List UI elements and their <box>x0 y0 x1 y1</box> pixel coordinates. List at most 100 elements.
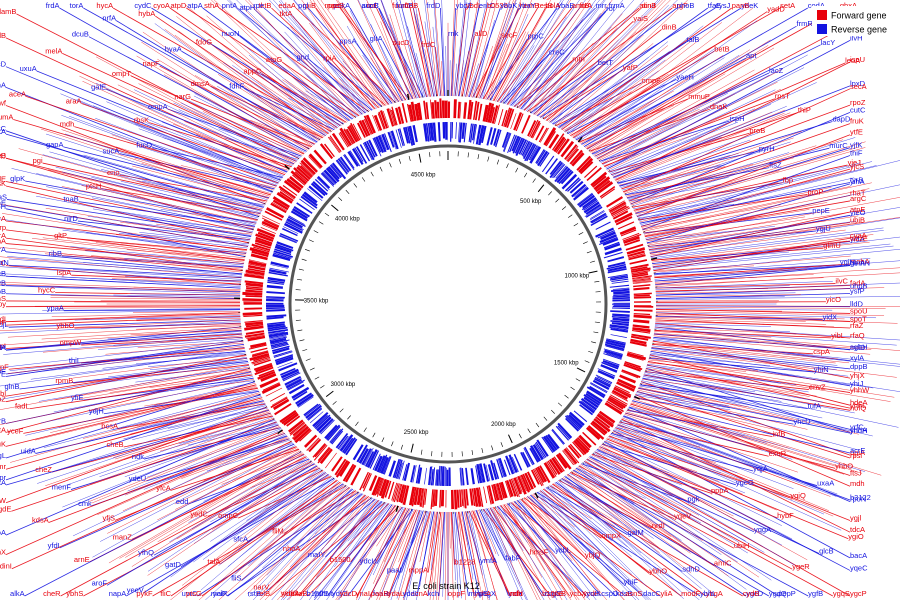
gene-label: yibL <box>831 331 845 340</box>
reverse-gene-block <box>437 122 441 142</box>
gene-label: ybaY <box>519 1 536 10</box>
reverse-gene-block <box>381 133 390 151</box>
forward-gene-block <box>632 280 651 284</box>
forward-gene-block <box>444 100 448 119</box>
gene-spoke <box>339 7 410 100</box>
reverse-gene-block <box>377 135 387 153</box>
gene-label: glcB <box>819 546 834 555</box>
forward-gene-block <box>548 133 560 149</box>
forward-gene-block <box>448 101 451 119</box>
gene-spoke <box>463 511 484 600</box>
forward-gene-block <box>590 171 608 187</box>
gene-spoke <box>83 469 324 597</box>
reverse-gene-block <box>556 167 571 184</box>
forward-gene-block <box>623 364 641 372</box>
gene-spoke <box>642 155 851 231</box>
gene-spoke <box>88 36 307 152</box>
gene-spoke <box>549 34 644 123</box>
gene-spoke <box>555 43 654 127</box>
gene-spoke <box>355 506 401 600</box>
reverse-gene-block <box>561 173 578 190</box>
gene-label: uidA <box>21 446 36 455</box>
reverse-gene-block <box>285 377 302 387</box>
axis-tick <box>355 421 359 426</box>
gene-spoke <box>217 74 322 140</box>
gene-spoke <box>545 31 637 121</box>
gene-spoke <box>616 426 825 515</box>
gene-label: ymfA <box>480 556 497 565</box>
gene-spoke <box>483 43 508 100</box>
gene-label: prpC <box>527 32 544 41</box>
forward-gene-block <box>401 103 408 123</box>
gene-spoke <box>460 50 469 97</box>
gene-label: napA <box>109 589 127 598</box>
forward-gene-block <box>264 210 283 221</box>
reverse-gene-block <box>565 177 580 192</box>
forward-gene-block <box>584 165 598 178</box>
forward-gene-block <box>482 104 489 122</box>
gene-spoke <box>427 511 442 597</box>
axis-tick <box>347 415 351 420</box>
reverse-gene-block <box>309 411 324 424</box>
forward-gene-block <box>629 259 648 265</box>
forward-gene-block <box>453 99 457 119</box>
gene-spoke <box>0 275 241 289</box>
forward-gene-block <box>579 161 594 175</box>
gene-spoke <box>140 146 275 190</box>
gene-spoke <box>5 133 264 208</box>
gene-label: asnS <box>625 589 642 598</box>
gene-label: yfiE <box>71 393 84 402</box>
gene-spoke <box>653 334 836 349</box>
reverse-gene-block <box>274 354 294 362</box>
gene-spoke <box>8 258 242 277</box>
gene-spoke <box>380 21 411 100</box>
forward-gene-block <box>242 291 263 296</box>
gene-label: mmuP <box>688 92 710 101</box>
reverse-gene-block <box>607 265 627 272</box>
gene-spoke <box>597 448 734 517</box>
reverse-gene-block <box>509 135 518 153</box>
gene-spoke <box>0 363 249 410</box>
gene-spoke <box>470 510 498 600</box>
forward-gene-block <box>246 334 265 339</box>
axis-tick <box>338 197 343 201</box>
reverse-gene-block <box>511 135 520 152</box>
gene-spoke <box>381 0 420 99</box>
reverse-gene-block <box>292 390 308 401</box>
forward-gene-block <box>621 370 639 379</box>
gene-spoke <box>229 0 352 120</box>
gene-label: ydaL <box>388 589 404 598</box>
reverse-gene-block <box>275 243 294 252</box>
forward-gene-block <box>630 266 648 271</box>
gene-spoke <box>542 488 592 520</box>
gene-spoke <box>5 354 247 403</box>
gene-spoke <box>638 387 851 434</box>
gene-spoke <box>649 220 857 252</box>
forward-gene-block <box>610 204 627 215</box>
gene-spoke <box>655 294 801 297</box>
reverse-gene-block <box>266 284 284 289</box>
reverse-gene-block <box>323 169 338 185</box>
gene-spoke <box>305 90 354 120</box>
gene-spoke <box>42 162 263 211</box>
forward-gene-block <box>422 488 426 508</box>
gene-label: glnB <box>4 382 19 391</box>
gene-spoke <box>424 49 434 97</box>
gene-label: tolC <box>0 259 7 268</box>
gene-spoke <box>382 40 414 100</box>
reverse-gene-block <box>382 456 391 475</box>
forward-gene-block <box>245 289 263 293</box>
reverse-gene-block <box>487 464 495 481</box>
forward-gene-block <box>253 362 273 371</box>
gene-label: yidA <box>850 234 865 243</box>
gene-spoke <box>602 54 808 166</box>
gene-spoke <box>482 508 527 600</box>
gene-label: uxaA <box>817 479 834 488</box>
reverse-gene-block <box>503 459 511 476</box>
gene-spoke <box>44 253 243 271</box>
reverse-gene-block <box>609 324 629 330</box>
gene-spoke <box>503 504 546 571</box>
gene-spoke <box>372 507 405 576</box>
reverse-gene-block <box>307 408 323 421</box>
gene-spoke <box>625 412 747 446</box>
